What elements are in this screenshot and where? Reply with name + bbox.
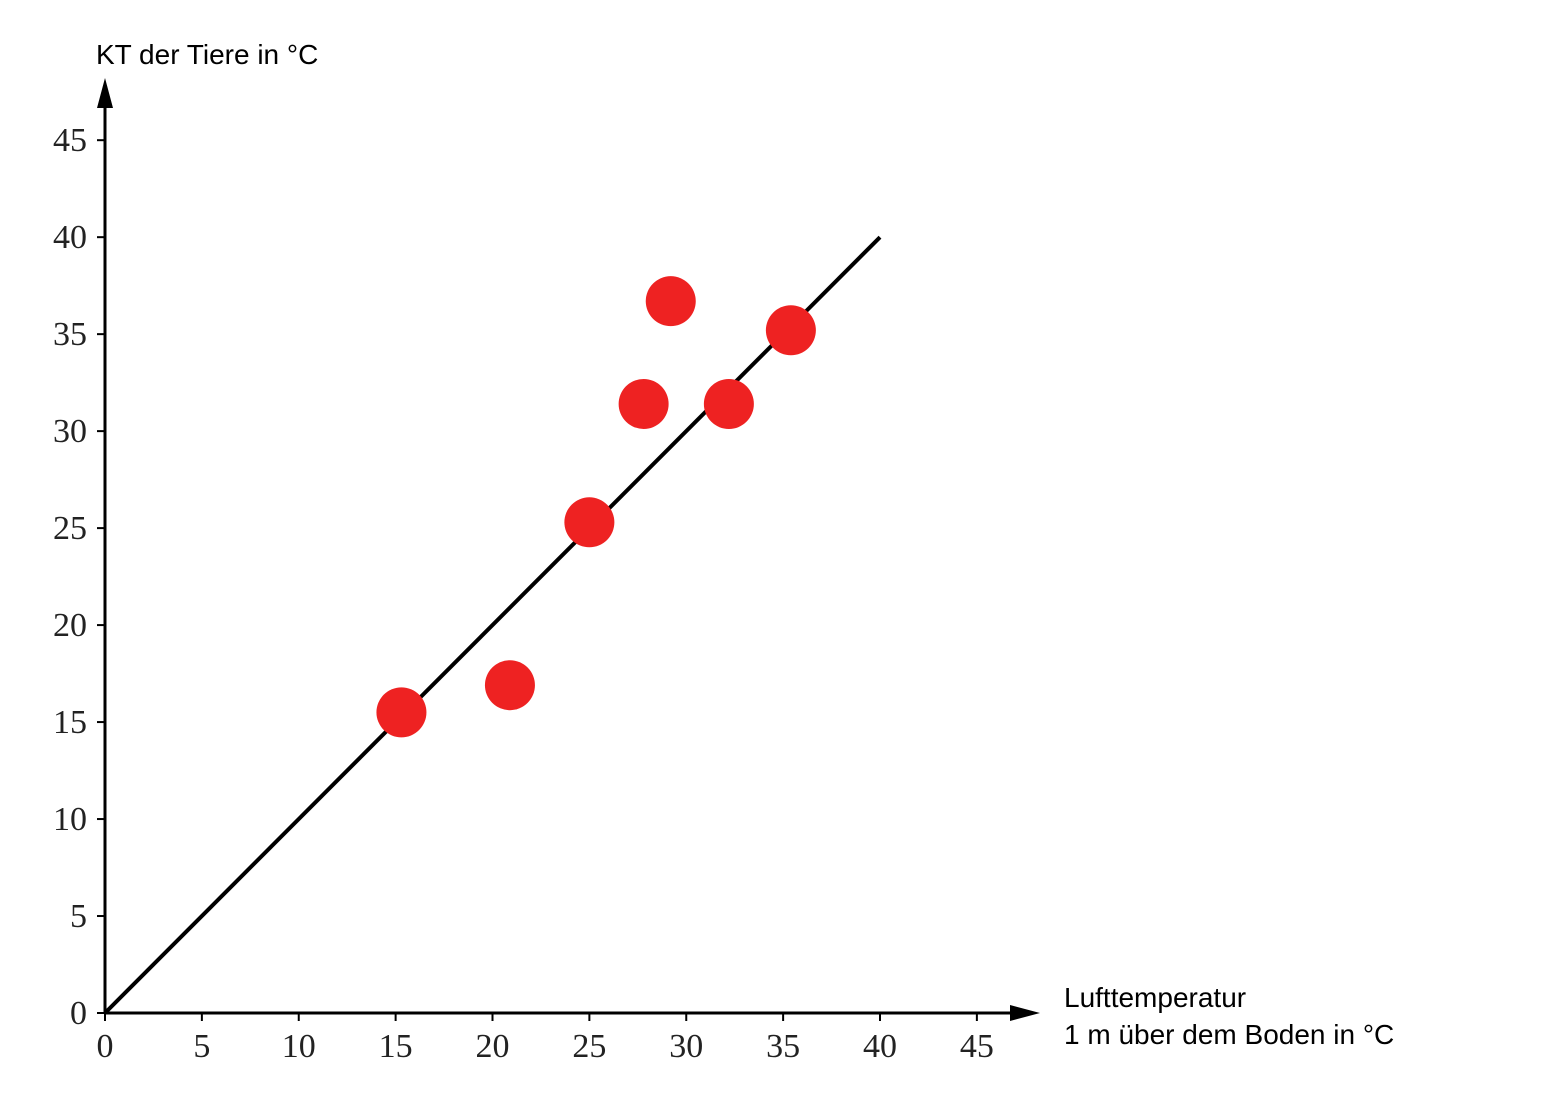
point xyxy=(645,276,696,327)
point xyxy=(618,378,669,429)
x-tick-label: 0 xyxy=(97,1028,114,1065)
x-tick-label: 5 xyxy=(193,1028,210,1065)
x-tick-label: 10 xyxy=(282,1028,316,1065)
x-tick-label: 35 xyxy=(766,1028,800,1065)
x-tick-label: 20 xyxy=(476,1028,510,1065)
y-axis-label: KT der Tiere in °C xyxy=(96,39,318,70)
y-axis-arrow xyxy=(97,78,113,108)
point xyxy=(564,497,615,548)
point xyxy=(703,378,754,429)
x-tick-label: 15 xyxy=(379,1028,413,1065)
point xyxy=(484,660,535,711)
y-tick-label: 0 xyxy=(70,995,87,1032)
y-tick-label: 15 xyxy=(53,704,87,741)
x-tick-label: 45 xyxy=(960,1028,994,1065)
point xyxy=(376,687,427,738)
y-tick-label: 40 xyxy=(53,219,87,256)
y-tick-label: 10 xyxy=(53,801,87,838)
y-tick-label: 5 xyxy=(70,898,87,935)
point xyxy=(765,305,816,356)
y-tick-label: 45 xyxy=(53,122,87,159)
x-tick-label: 40 xyxy=(863,1028,897,1065)
x-axis-arrow xyxy=(1010,1005,1040,1021)
x-tick-label: 25 xyxy=(572,1028,606,1065)
y-tick-label: 20 xyxy=(53,607,87,644)
reference-line xyxy=(103,235,882,1015)
y-tick-label: 25 xyxy=(53,510,87,547)
y-tick-label: 35 xyxy=(53,316,87,353)
x-axis-label: Lufttemperatur xyxy=(1064,982,1246,1013)
x-tick-label: 30 xyxy=(669,1028,703,1065)
x-axis-label: 1 m über dem Boden in °C xyxy=(1064,1019,1394,1050)
y-tick-label: 30 xyxy=(53,413,87,450)
